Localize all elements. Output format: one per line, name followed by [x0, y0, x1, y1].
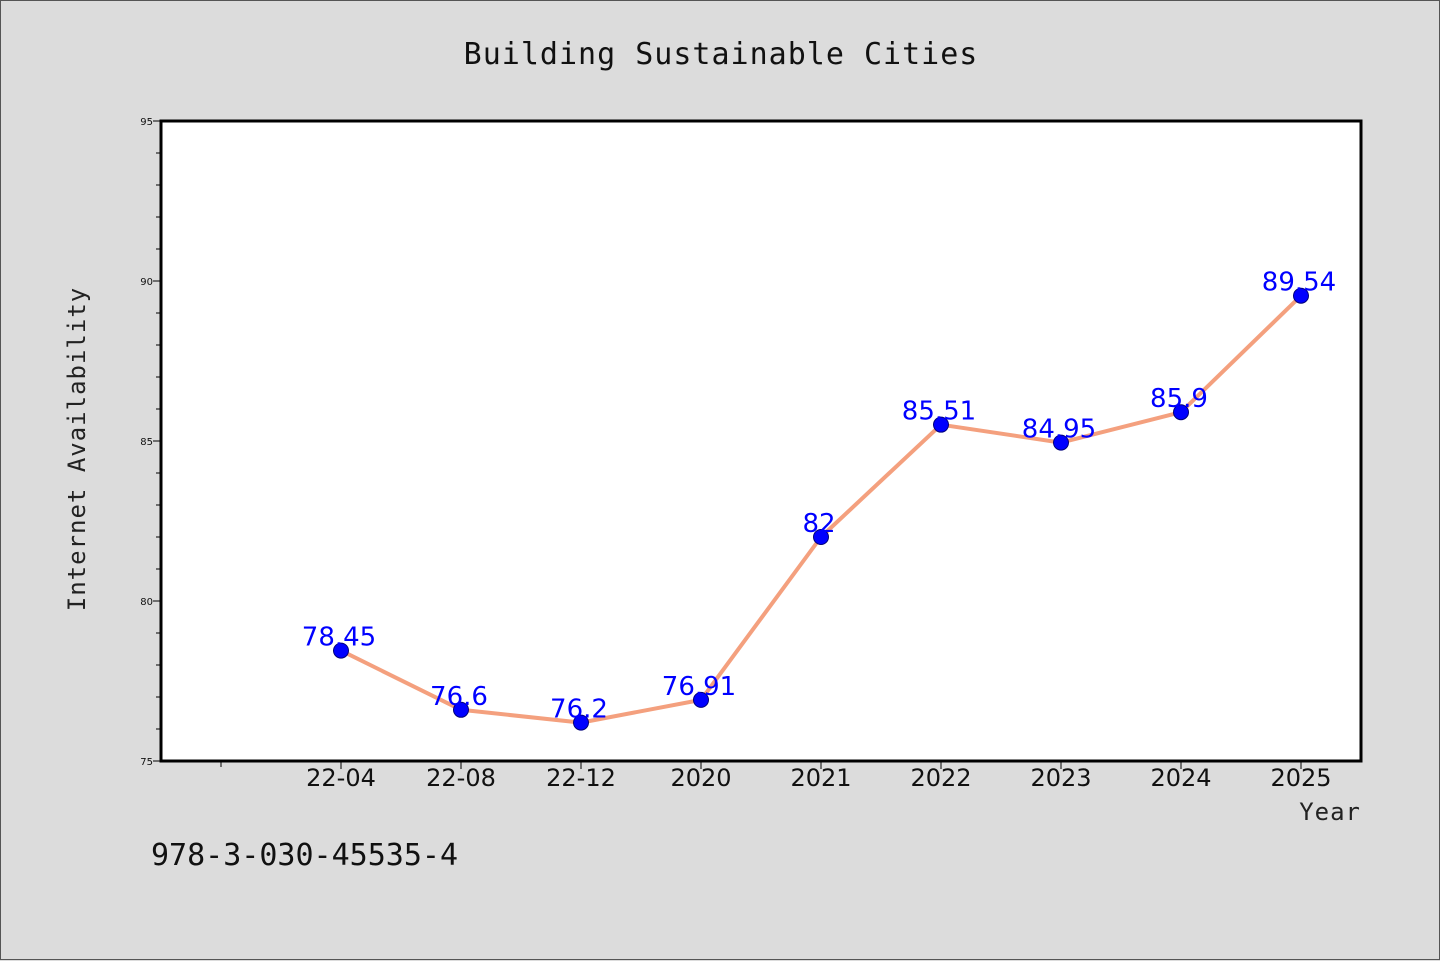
data-label: 78.45: [302, 623, 376, 653]
y-tick-label: 95: [140, 117, 153, 128]
x-tick-label: 2025: [1270, 764, 1331, 792]
plot-frame: [159, 119, 1363, 763]
plot-area: [161, 121, 1361, 761]
x-tick-label: 22-04: [306, 764, 376, 792]
data-label: 76.6: [430, 682, 488, 712]
data-label: 76.2: [550, 695, 608, 725]
data-point: [1293, 287, 1309, 304]
data-label: 85.9: [1150, 384, 1208, 414]
data-point: [813, 529, 829, 545]
data-point: [573, 714, 589, 731]
data-point: [933, 416, 949, 433]
data-label: 85.51: [902, 397, 976, 427]
x-tick-label: 2021: [790, 764, 851, 792]
x-tick-label: 2020: [670, 764, 731, 792]
data-point: [693, 691, 709, 708]
data-labels: 78.45 76.6 76.2 76.91 82 85.51 84.95 85.9 89.54: [302, 268, 1336, 725]
chart-title: Building Sustainable Cities: [464, 37, 979, 72]
y-tick-label: 85: [140, 437, 153, 448]
y-tick-label: 80: [140, 597, 153, 608]
data-label: 76.91: [662, 672, 736, 702]
isbn-text: 978-3-030-45535-4: [151, 838, 458, 873]
x-tick-label: 22-12: [546, 764, 616, 792]
data-point: [453, 701, 469, 718]
x-tick-label: 2022: [910, 764, 971, 792]
x-axis: 22-04 22-08 22-12 2020 2021 2022 2023 2024 2025: [220, 761, 1332, 792]
data-label: 82: [802, 509, 835, 539]
y-tick-label: 90: [140, 277, 153, 288]
data-point: [1053, 434, 1069, 451]
y-tick-label: 75: [140, 757, 153, 768]
y-axis: 75 80 85 90 95: [140, 117, 161, 768]
data-point: [1173, 404, 1189, 421]
x-axis-label: Year: [1299, 798, 1361, 826]
data-label: 84.95: [1022, 415, 1096, 445]
data-point: [333, 642, 349, 659]
x-tick-label: 22-08: [426, 764, 496, 792]
y-axis-label: Internet Availability: [63, 287, 91, 611]
x-tick-label: 2024: [1150, 764, 1211, 792]
data-label: 89.54: [1262, 268, 1336, 298]
x-tick-label: 2023: [1030, 764, 1091, 792]
series-markers: [333, 287, 1309, 731]
